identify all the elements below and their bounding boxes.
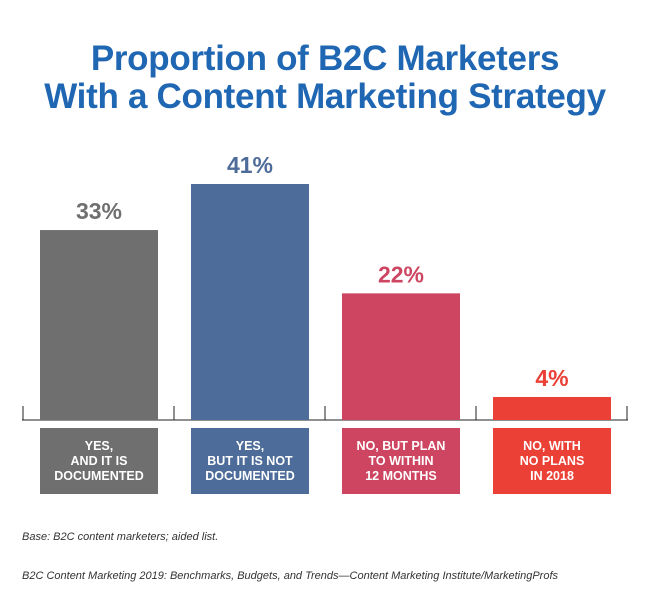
data-label-3: 22% [378,261,424,287]
category-label-2-line-1: YES, [236,439,265,453]
category-label-3-line-3: 12 MONTHS [365,469,437,483]
bar-3 [342,293,460,420]
category-label-1-line-1: YES, [85,439,114,453]
chart-title: Proportion of B2C Marketers With a Conte… [0,40,650,116]
bar-4 [493,396,611,420]
category-label-4-line-1: NO, WITH [523,439,581,453]
category-label-3-line-2: TO WITHIN [368,454,433,468]
category-label-4-line-2: NO PLANS [520,454,585,468]
category-box-2 [191,428,309,494]
category-label-3-line-1: NO, BUT PLAN [357,439,446,453]
category-box-3 [342,428,460,494]
data-label-1: 33% [76,198,122,224]
data-label-2: 41% [227,152,273,178]
category-box-1 [40,428,158,494]
source-footnote: B2C Content Marketing 2019: Benchmarks, … [22,570,559,582]
bar-1 [40,230,158,420]
data-label-4: 4% [535,365,568,391]
category-label-2-line-3: DOCUMENTED [205,469,295,483]
chart-title-line-1: Proportion of B2C Marketers [90,39,560,78]
category-label-1-line-2: AND IT IS [71,454,128,468]
base-footnote: Base: B2C content marketers; aided list. [22,531,219,543]
category-label-1-line-3: DOCUMENTED [54,469,144,483]
category-label-4-line-3: IN 2018 [530,469,574,483]
category-label-2-line-2: BUT IT IS NOT [207,454,293,468]
bar-2 [191,184,309,420]
chart-title-line-2: With a Content Marketing Strategy [44,77,606,116]
category-box-4 [493,428,611,494]
